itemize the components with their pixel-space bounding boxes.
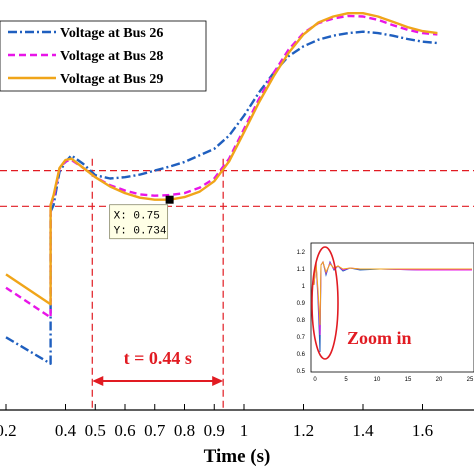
legend-label-bus29: Voltage at Bus 29	[60, 72, 163, 87]
series-line-2	[5, 14, 438, 319]
inset-x-tick: 20	[436, 377, 443, 383]
inset-y-ticks: 1.2 1.1 1 0.9 0.8 0.7 0.6 0.5	[297, 250, 306, 375]
series-line-3	[5, 12, 438, 306]
x-tick-label: 0.4	[55, 421, 77, 440]
x-tick-label: 1.4	[352, 421, 374, 440]
zoom-inset: 1.2 1.1 1 0.9 0.8 0.7 0.6 0.5 0 5 10 15 20 25 Zoom i…	[297, 242, 474, 383]
x-tick-label: 0.8	[174, 421, 195, 440]
inset-y-tick: 0.8	[297, 318, 306, 324]
x-tick-label: 0.9	[204, 421, 225, 440]
x-tick-label: 0.7	[144, 421, 166, 440]
datatip[interactable]: X: 0.75 Y: 0.734	[109, 195, 174, 240]
x-tick-label: 1.6	[412, 421, 433, 440]
x-tick-label: 1	[240, 421, 249, 440]
inset-x-ticks: 0 5 10 15 20 25	[313, 377, 474, 383]
duration-annotation: t = 0.44 s	[92, 348, 224, 386]
x-tick-label: 0.5	[85, 421, 106, 440]
inset-x-tick: 10	[374, 377, 381, 383]
zoom-in-label: Zoom in	[347, 328, 412, 348]
inset-series-line-3	[313, 260, 472, 326]
datatip-box	[109, 204, 169, 240]
legend-label-bus28: Voltage at Bus 28	[60, 49, 163, 64]
x-axis-label: Time (s)	[204, 446, 271, 467]
x-tick-label: 0.2	[0, 421, 17, 440]
series-layer	[5, 12, 438, 365]
duration-arrow-left-head	[92, 376, 104, 386]
inset-y-tick: 0.6	[297, 352, 306, 358]
inset-x-tick: 25	[467, 377, 474, 383]
datatip-marker[interactable]	[165, 195, 174, 204]
inset-x-tick: 5	[344, 377, 348, 383]
inset-y-tick: 1	[302, 284, 306, 290]
inset-y-tick: 0.9	[297, 301, 306, 307]
x-tick-label: 0.6	[114, 421, 135, 440]
duration-arrow-right-head	[212, 376, 224, 386]
inset-x-tick: 15	[405, 377, 412, 383]
x-tick-label: 1.2	[293, 421, 314, 440]
duration-label: t = 0.44 s	[124, 348, 192, 368]
inset-y-tick: 1.2	[297, 250, 306, 256]
inset-y-tick: 1.1	[297, 267, 306, 273]
datatip-x: X: 0.75	[114, 211, 160, 223]
inset-frame	[310, 242, 474, 373]
inset-y-tick: 0.7	[297, 335, 306, 341]
inset-y-tick: 0.5	[297, 369, 306, 375]
inset-series	[313, 260, 472, 353]
reference-lines	[0, 158, 474, 410]
inset-x-tick: 0	[313, 377, 317, 383]
zoom-ellipse	[311, 246, 339, 360]
datatip-y: Y: 0.734	[114, 226, 167, 238]
x-ticks: 0.2 0.4 0.5 0.6 0.7 0.8 0.9 1 1.2 1.4 1.6	[0, 404, 433, 440]
legend: Voltage at Bus 26 Voltage at Bus 28 Volt…	[0, 20, 207, 92]
legend-label-bus26: Voltage at Bus 26	[60, 26, 163, 41]
